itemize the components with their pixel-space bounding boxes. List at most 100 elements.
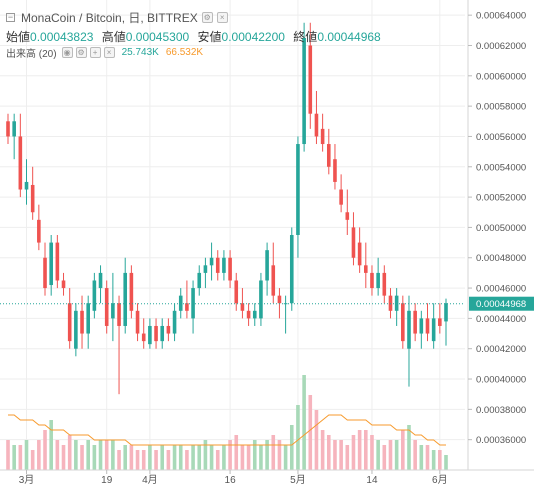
price-tick-label: 0.00036000 (476, 435, 526, 446)
candle-body (315, 114, 319, 137)
volume-bar (271, 435, 275, 470)
volume-bar (222, 445, 226, 470)
time-tick-label: 3月 (19, 474, 35, 486)
volume-bar (37, 440, 41, 470)
price-tick-label: 0.00038000 (476, 405, 526, 416)
settings-icon[interactable]: ⚙ (202, 12, 213, 23)
price-tick-label: 0.00050000 (476, 223, 526, 234)
candle-body (302, 38, 306, 144)
price-tick-label: 0.00048000 (476, 253, 526, 264)
volume-bar (302, 375, 306, 470)
candle-body (204, 265, 208, 273)
candle-body (117, 303, 121, 326)
volume-bar (315, 410, 319, 470)
candle-body (432, 318, 436, 341)
price-tick-label: 0.00042000 (476, 344, 526, 355)
volume-bar (142, 450, 146, 470)
volume-bar (105, 440, 109, 470)
time-tick-label: 19 (101, 475, 113, 486)
volume-bar (130, 445, 134, 470)
volume-bar (123, 445, 127, 470)
candle-body (167, 326, 171, 334)
candle-body (37, 220, 41, 243)
price-tick-label: 0.00052000 (476, 193, 526, 204)
candle-body (407, 311, 411, 349)
volume-bar (438, 450, 442, 470)
time-tick-label: 6月 (432, 474, 448, 486)
candle-body (345, 212, 349, 220)
candle-body (80, 311, 84, 334)
volume-bar (364, 430, 368, 470)
candle-body (185, 303, 189, 311)
close-icon[interactable]: × (217, 12, 228, 23)
volume-bar (25, 440, 29, 470)
candle-body (6, 121, 10, 136)
candle-body (241, 303, 245, 311)
candle-body (222, 258, 226, 273)
candle-body (438, 318, 442, 326)
time-tick-label: 14 (366, 475, 378, 486)
candle-body (364, 265, 368, 273)
price-tick-label: 0.00040000 (476, 375, 526, 386)
close-icon[interactable]: × (104, 47, 115, 58)
ohlc-legend: 始値0.00043823 高値0.00045300 安値0.00042200 終… (6, 28, 386, 45)
volume-bar (352, 435, 356, 470)
volume-bar (432, 450, 436, 470)
volume-bar (210, 445, 214, 470)
candle-body (308, 45, 312, 113)
candle-body (19, 136, 23, 189)
volume-bar (62, 445, 66, 470)
candle-body (370, 273, 374, 288)
candle-body (68, 303, 72, 341)
time-tick-label: 4月 (142, 474, 158, 486)
volume-bar (395, 440, 399, 470)
candle-body (327, 144, 331, 167)
time-tick-label: 16 (225, 475, 237, 486)
volume-bar (333, 440, 337, 470)
collapse-legend-button[interactable]: − (6, 13, 15, 22)
volume-bar (247, 445, 251, 470)
volume-bar (68, 435, 72, 470)
candle-body (339, 190, 343, 205)
open-value: 0.00043823 (30, 30, 93, 44)
volume-bar (216, 450, 220, 470)
candle-body (142, 334, 146, 342)
candle-body (31, 185, 35, 212)
candle-body (56, 243, 60, 281)
volume-ma-line (8, 415, 446, 445)
price-tick-label: 0.00058000 (476, 102, 526, 113)
candle-body (123, 273, 127, 326)
candle-body (383, 273, 387, 296)
eye-icon[interactable]: ◉ (62, 47, 73, 58)
candle-body (376, 273, 380, 288)
candle-body (74, 311, 78, 349)
candle-body (93, 280, 97, 310)
volume-bar (93, 445, 97, 470)
volume-study-label: 出来高 (20) (6, 45, 57, 60)
candle-body (148, 326, 152, 344)
volume-bar (111, 440, 115, 470)
settings-icon[interactable]: ⚙ (76, 47, 87, 58)
high-label: 高値 (102, 30, 126, 44)
candle-body (136, 311, 140, 334)
time-tick-label: 5月 (290, 474, 306, 486)
volume-bar (389, 440, 393, 470)
volume-bar (6, 440, 10, 470)
candle-body (265, 250, 269, 280)
candle-body (413, 311, 417, 334)
volume-bar (370, 435, 374, 470)
volume-bar (358, 430, 362, 470)
close-label: 終値 (293, 30, 317, 44)
volume-bar (339, 440, 343, 470)
high-value: 0.00045300 (126, 30, 189, 44)
volume-bar (154, 450, 158, 470)
volume-bar (49, 420, 53, 470)
plus-icon[interactable]: + (90, 47, 101, 58)
volume-legend: 出来高 (20) ◉ ⚙ + × 25.743K 66.532K (6, 45, 203, 60)
volume-bar (234, 435, 238, 470)
open-label: 始値 (6, 30, 30, 44)
close-value: 0.00044968 (317, 30, 380, 44)
candle-body (49, 243, 53, 285)
